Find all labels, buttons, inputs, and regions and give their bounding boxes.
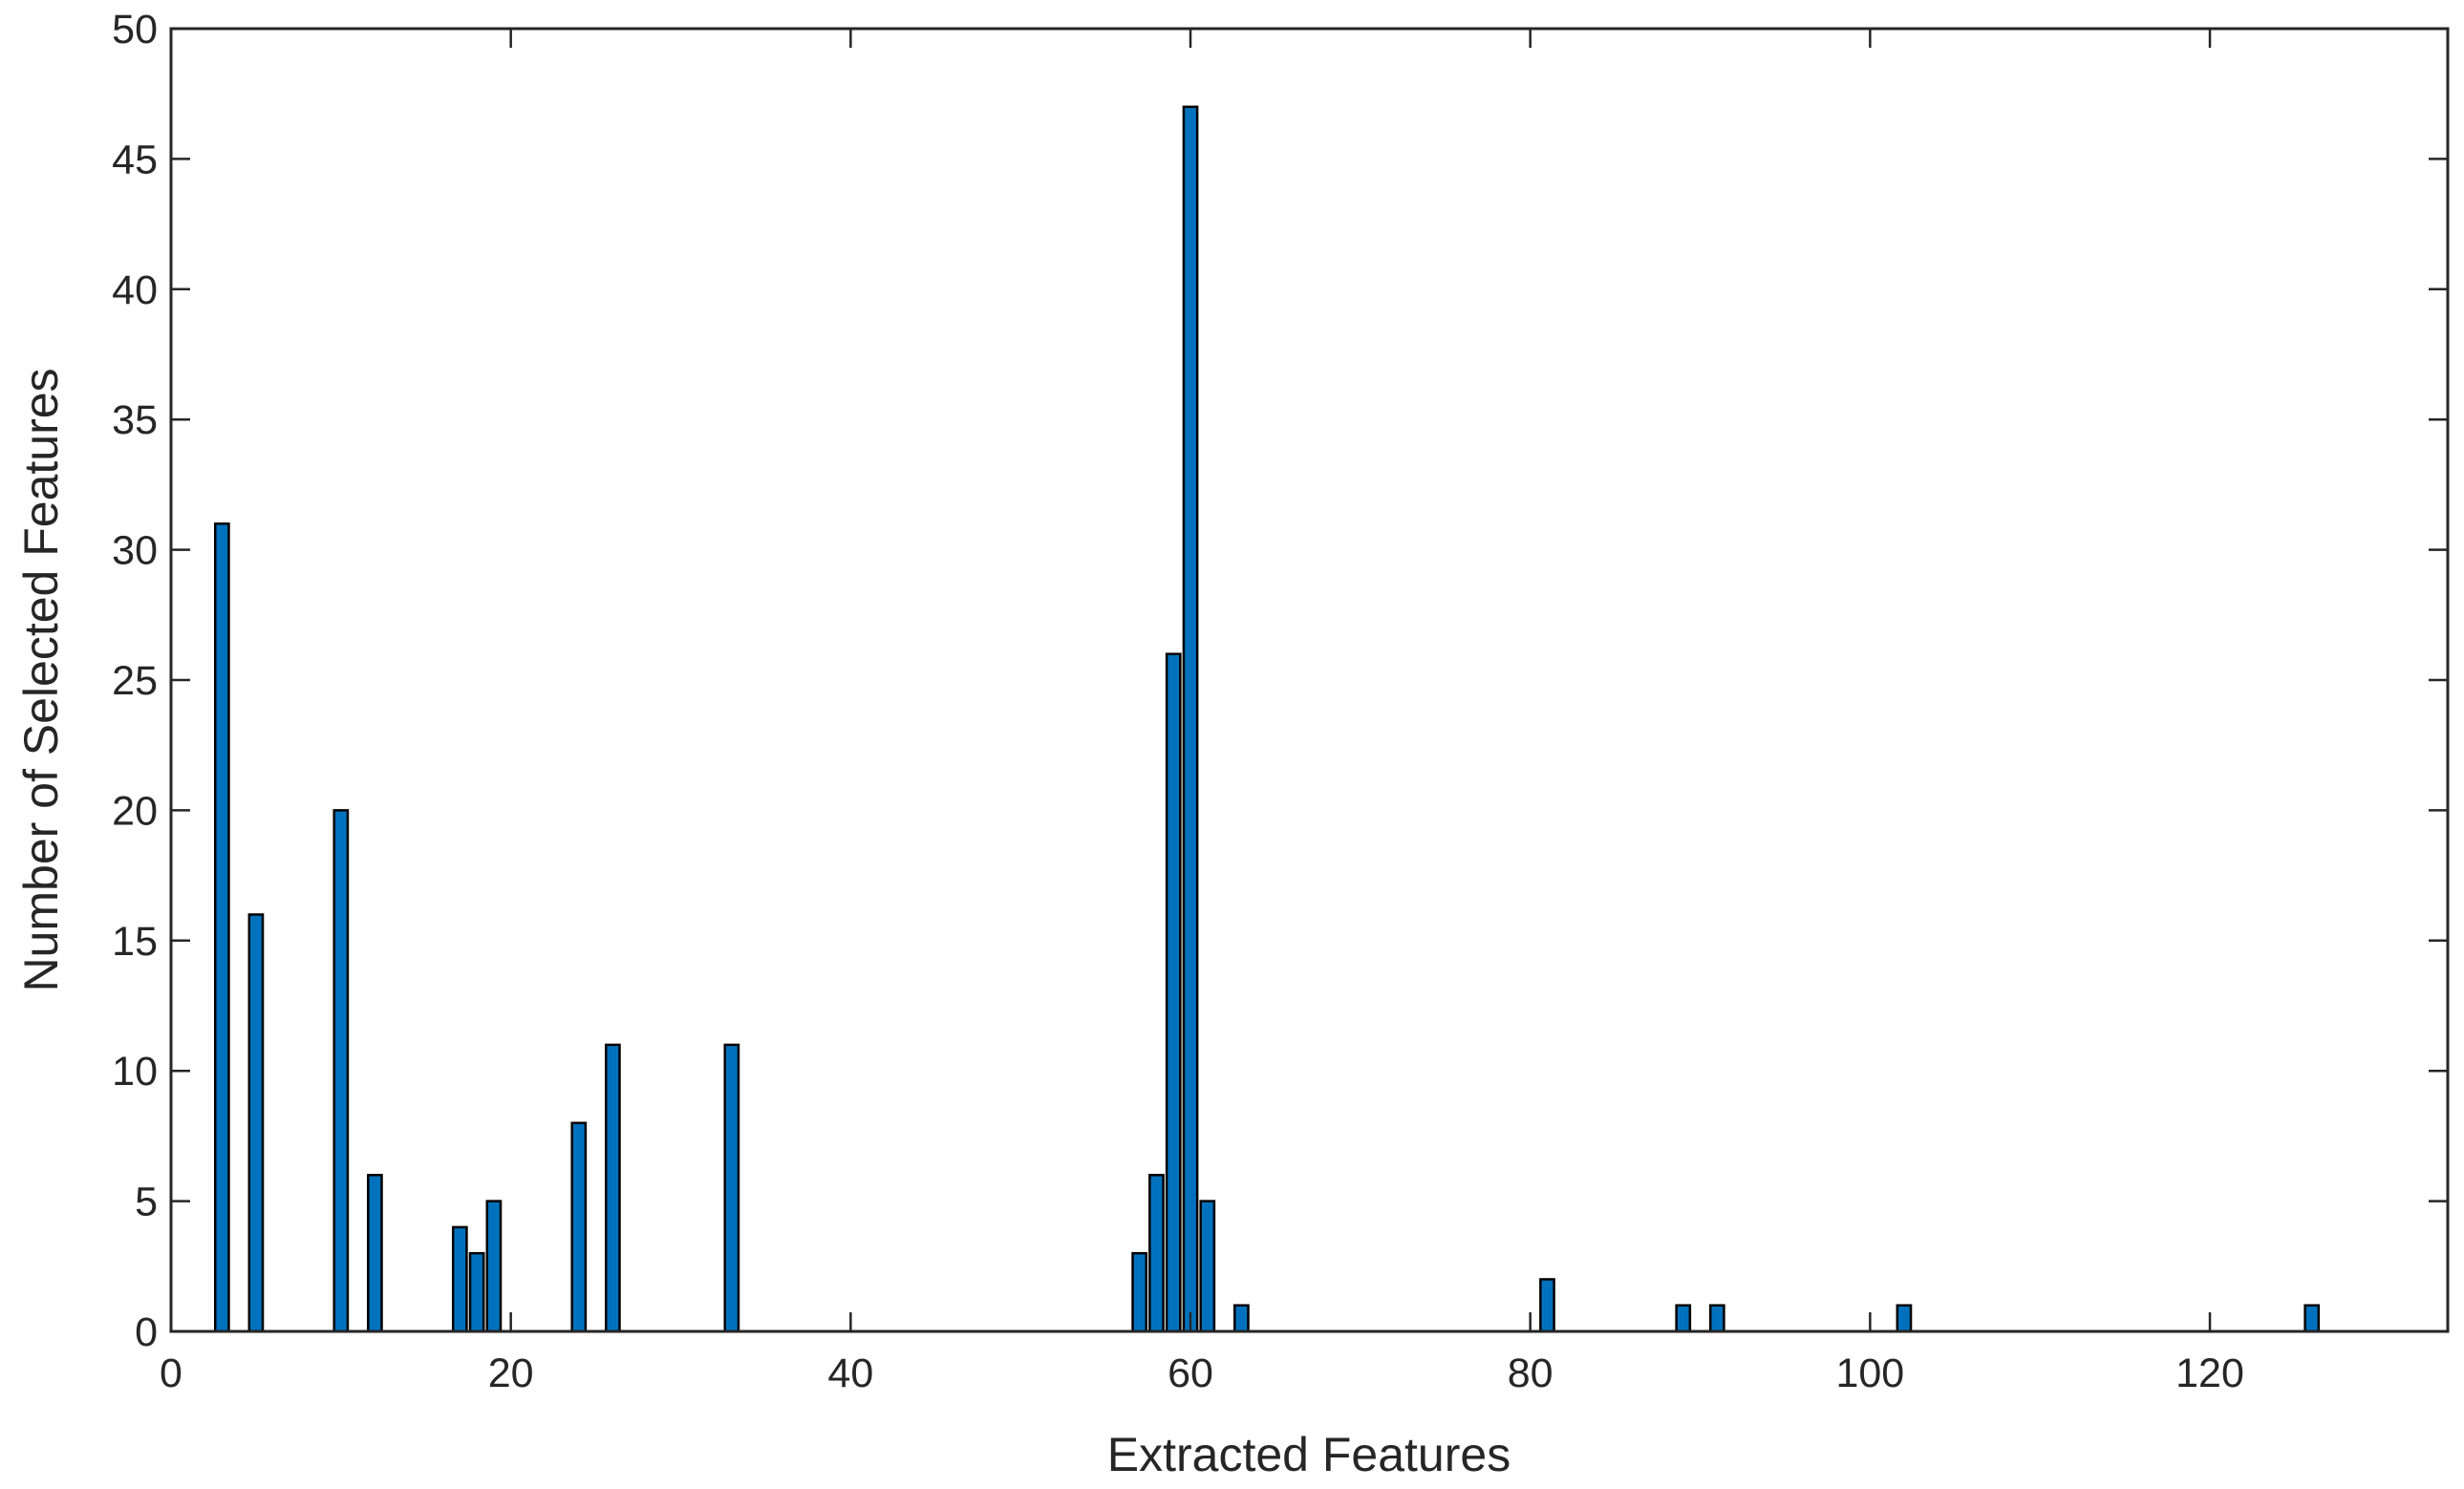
bar [247,913,265,1333]
bar [367,1174,383,1333]
bar [1148,1174,1165,1333]
x-tick-label: 120 [2175,1351,2244,1396]
bar [213,522,230,1333]
y-tick-label: 40 [112,267,158,313]
x-axis-title: Extracted Features [1107,1428,1511,1481]
y-tick-label: 35 [112,397,158,443]
bar [605,1043,621,1333]
bar [332,809,350,1333]
plot-frame [169,27,2450,1333]
bar [1182,105,1199,1333]
y-tick-label: 10 [112,1049,158,1095]
y-tick-label: 30 [112,528,158,574]
x-tick-label: 100 [1835,1351,1904,1396]
bar [1708,1304,1725,1333]
y-tick-label: 20 [112,788,158,834]
bar [451,1225,468,1333]
y-tick-label: 0 [135,1309,158,1355]
bar [1199,1200,1216,1333]
x-tick-label: 60 [1168,1351,1213,1396]
bar [723,1043,740,1333]
x-tick-label: 40 [827,1351,873,1396]
bar [1675,1304,1692,1333]
bar [1131,1251,1148,1333]
x-tick-label: 0 [160,1351,182,1396]
y-axis-title: Number of Selected Features [14,368,68,991]
bar [1233,1304,1250,1333]
y-tick-label: 45 [112,137,158,182]
x-tick-label: 20 [488,1351,534,1396]
bar [1165,652,1182,1333]
y-tick-label: 5 [135,1180,158,1225]
bar [1539,1278,1555,1333]
y-tick-label: 15 [112,919,158,965]
y-tick-label: 25 [112,658,158,704]
bar [2303,1304,2321,1333]
x-tick-label: 80 [1508,1351,1553,1396]
bar [570,1121,588,1333]
y-tick-label: 50 [112,7,158,53]
bar [468,1251,485,1333]
bar [1896,1304,1913,1333]
bar [485,1200,503,1333]
